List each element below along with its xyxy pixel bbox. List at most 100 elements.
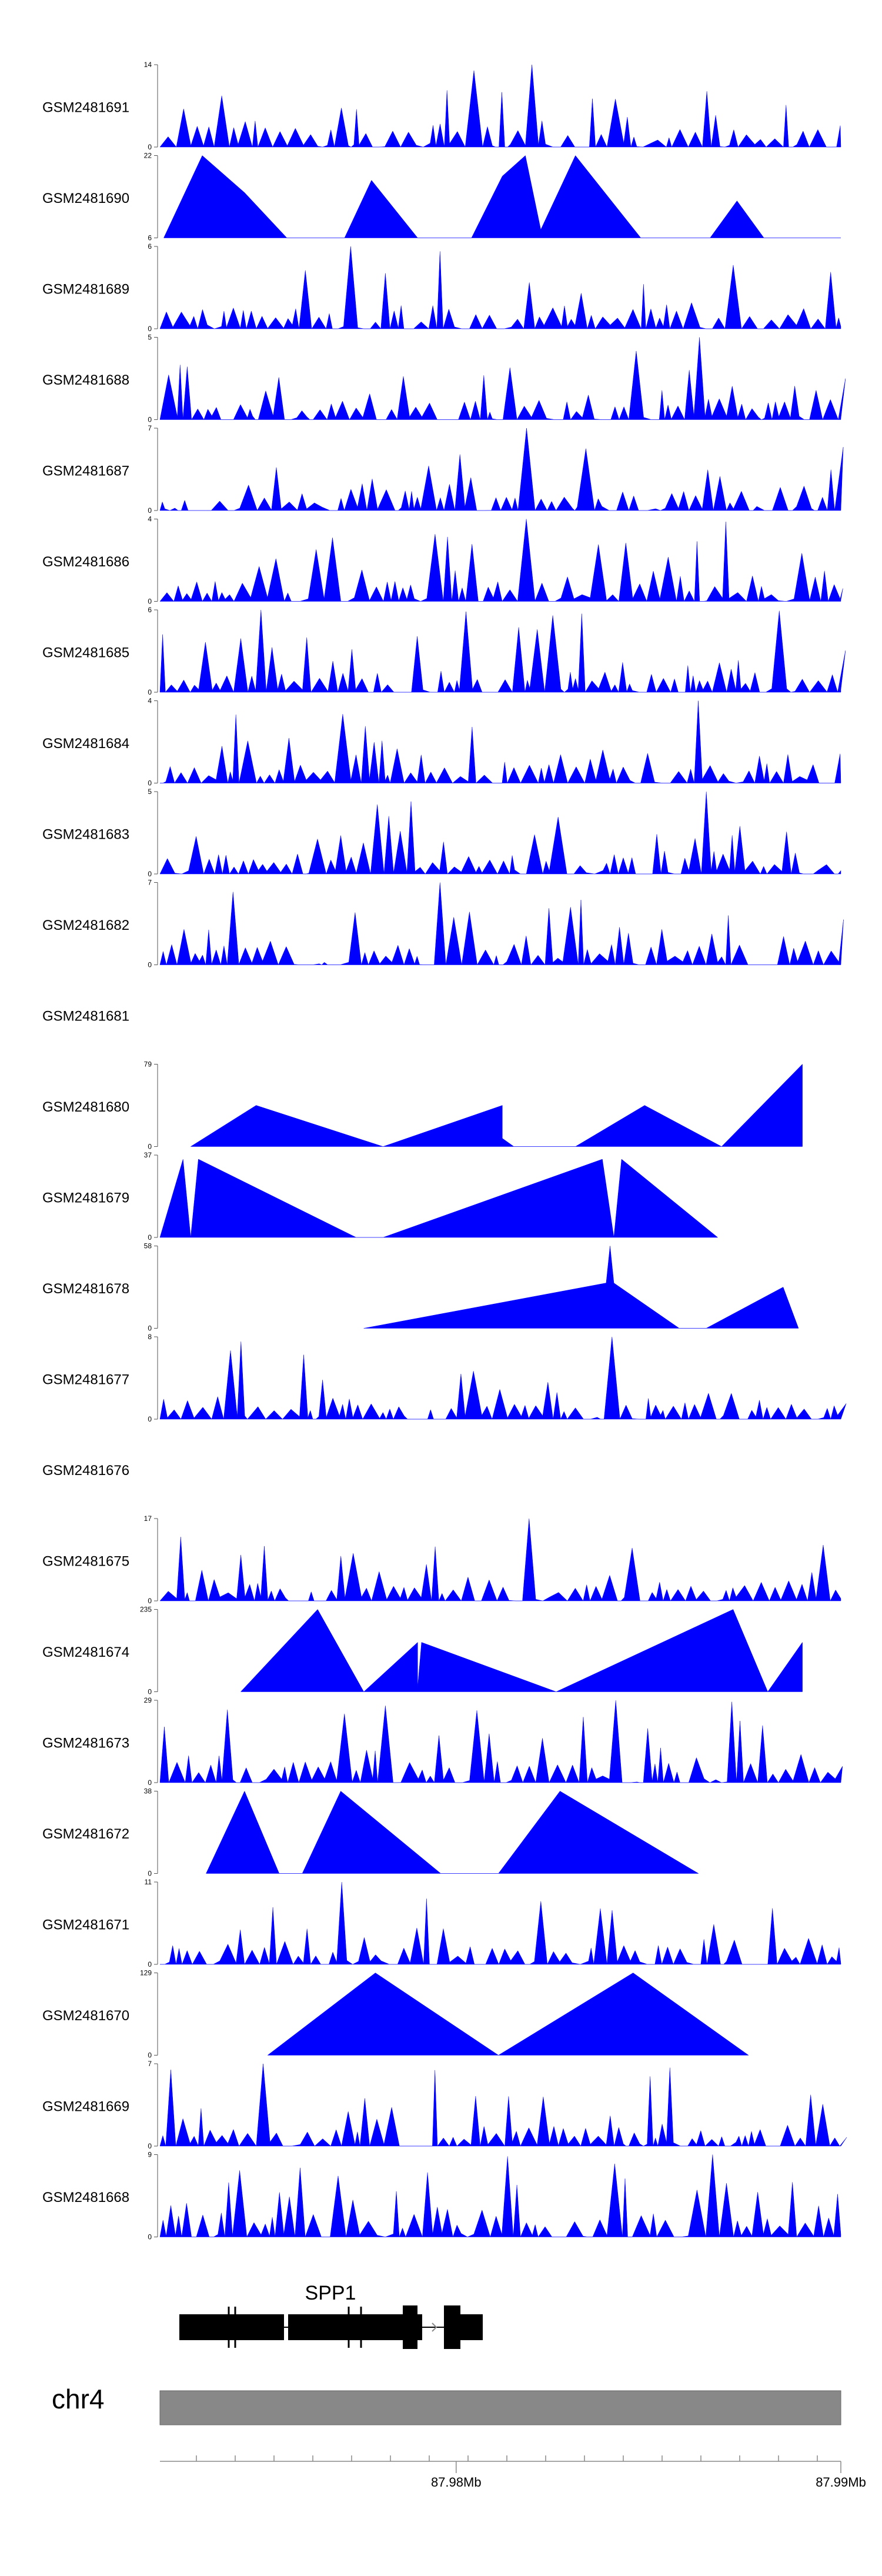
y-min-label: 0 — [148, 2142, 152, 2150]
axis-tick-label: 87.99Mb — [816, 2475, 866, 2490]
coverage-area — [159, 882, 844, 966]
coverage-area — [159, 64, 841, 148]
track-label: GSM2481677 — [42, 1372, 129, 1388]
coverage-area — [363, 1246, 799, 1329]
axis-minor-ticks — [196, 2455, 841, 2473]
y-max-label: 11 — [145, 1878, 152, 1886]
track-label: GSM2481688 — [42, 372, 129, 388]
track-GSM2481671: GSM2481671 11 0 — [42, 1878, 841, 1968]
gene-exon — [288, 2314, 422, 2340]
y-min-label: 0 — [148, 416, 152, 424]
y-min-label: 0 — [148, 325, 152, 333]
track-label: GSM2481676 — [42, 1463, 129, 1479]
y-max-label: 4 — [148, 515, 152, 523]
y-min-label: 6 — [148, 234, 152, 242]
coverage-area — [159, 791, 841, 875]
y-min-label: 0 — [148, 961, 152, 969]
track-GSM2481680: GSM2481680 79 0 — [42, 1060, 803, 1151]
coverage-area — [159, 1336, 847, 1420]
track-label: GSM2481685 — [42, 645, 129, 661]
track-GSM2481675: GSM2481675 17 0 — [42, 1514, 841, 1605]
y-max-label: 5 — [148, 788, 152, 796]
coverage-area — [160, 700, 841, 784]
gene-exon — [403, 2305, 417, 2349]
track-label: GSM2481674 — [42, 1644, 129, 1660]
track-GSM2481688: GSM2481688 5 0 — [42, 333, 846, 424]
track-label: GSM2481683 — [42, 827, 129, 843]
y-min-label: 0 — [148, 1324, 152, 1333]
track-GSM2481669: GSM2481669 7 0 — [42, 2060, 847, 2150]
y-max-label: 22 — [144, 152, 152, 160]
y-min-label: 0 — [148, 1233, 152, 1242]
y-min-label: 0 — [148, 1415, 152, 1423]
y-max-label: 235 — [140, 1606, 152, 1614]
track-GSM2481689: GSM2481689 6 0 — [42, 242, 841, 333]
y-min-label: 0 — [148, 1688, 152, 1696]
y-min-label: 0 — [148, 688, 152, 696]
track-label: GSM2481679 — [42, 1190, 129, 1206]
track-label: GSM2481681 — [42, 1009, 129, 1025]
track-GSM2481673: GSM2481673 29 0 — [42, 1696, 843, 1787]
chromosome-label: chr4 — [52, 2384, 104, 2414]
track-GSM2481674: GSM2481674 235 0 — [42, 1606, 803, 1696]
y-max-label: 5 — [148, 333, 152, 342]
track-GSM2481670: GSM2481670 129 0 — [42, 1969, 749, 2060]
track-label: GSM2481678 — [42, 1281, 129, 1297]
y-min-label: 0 — [148, 1597, 152, 1605]
y-max-label: 4 — [148, 697, 152, 705]
y-min-label: 0 — [148, 870, 152, 878]
strand-arrow-icon — [432, 2323, 437, 2332]
track-GSM2481677: GSM2481677 8 0 — [42, 1333, 847, 1423]
track-GSM2481676: GSM2481676 — [42, 1463, 129, 1479]
y-max-label: 129 — [140, 1969, 152, 1977]
track-label: GSM2481669 — [42, 2099, 129, 2115]
track-GSM2481687: GSM2481687 7 0 — [42, 424, 844, 515]
coverage-area — [160, 1881, 841, 1965]
gene-exon — [460, 2314, 483, 2340]
track-GSM2481691: GSM2481691 14 0 — [42, 61, 841, 151]
coverage-tracks: GSM2481691140GSM2481690226GSM248168960GS… — [42, 61, 847, 2241]
track-label: GSM2481684 — [42, 736, 129, 752]
y-min-label: 0 — [148, 1870, 152, 1878]
y-min-label: 0 — [148, 598, 152, 606]
genome-axis: 87.98Mb 87.99Mb — [160, 2455, 866, 2490]
coverage-area — [159, 428, 844, 511]
y-max-label: 6 — [148, 606, 152, 614]
chromosome-bar — [159, 2390, 841, 2425]
track-label: GSM2481690 — [42, 191, 129, 206]
coverage-area — [159, 246, 841, 329]
coverage-area — [159, 2154, 841, 2238]
chromosome-track: chr4 — [52, 2384, 841, 2425]
track-label: GSM2481675 — [42, 1554, 129, 1570]
y-max-label: 38 — [144, 1787, 152, 1796]
y-max-label: 7 — [148, 2060, 152, 2068]
y-min-label: 0 — [148, 2233, 152, 2241]
track-label: GSM2481682 — [42, 917, 129, 933]
coverage-area — [159, 1518, 841, 1601]
y-max-label: 17 — [144, 1514, 152, 1523]
coverage-area — [240, 1609, 803, 1693]
y-min-label: 0 — [148, 143, 152, 151]
track-GSM2481685: GSM2481685 6 0 — [42, 606, 846, 696]
y-min-label: 0 — [148, 1960, 152, 1968]
coverage-area — [267, 1973, 749, 2056]
track-label: GSM2481680 — [42, 1099, 129, 1115]
coverage-area — [159, 337, 846, 421]
gene-exon — [179, 2314, 284, 2340]
coverage-area — [190, 1063, 803, 1147]
coverage-area — [159, 1159, 719, 1238]
track-GSM2481684: GSM2481684 4 0 — [42, 697, 841, 788]
track-label: GSM2481668 — [42, 2190, 129, 2205]
track-label: GSM2481673 — [42, 1736, 129, 1751]
gene-track: SPP1 — [179, 2282, 483, 2349]
track-GSM2481672: GSM2481672 38 0 — [42, 1787, 699, 1878]
coverage-area — [159, 609, 846, 693]
y-max-label: 7 — [148, 424, 152, 432]
y-min-label: 0 — [148, 506, 152, 515]
y-max-label: 7 — [148, 879, 152, 887]
track-label: GSM2481687 — [42, 463, 129, 479]
coverage-area — [159, 1700, 843, 1783]
track-GSM2481681: GSM2481681 — [42, 1009, 129, 1025]
y-max-label: 79 — [144, 1060, 152, 1069]
